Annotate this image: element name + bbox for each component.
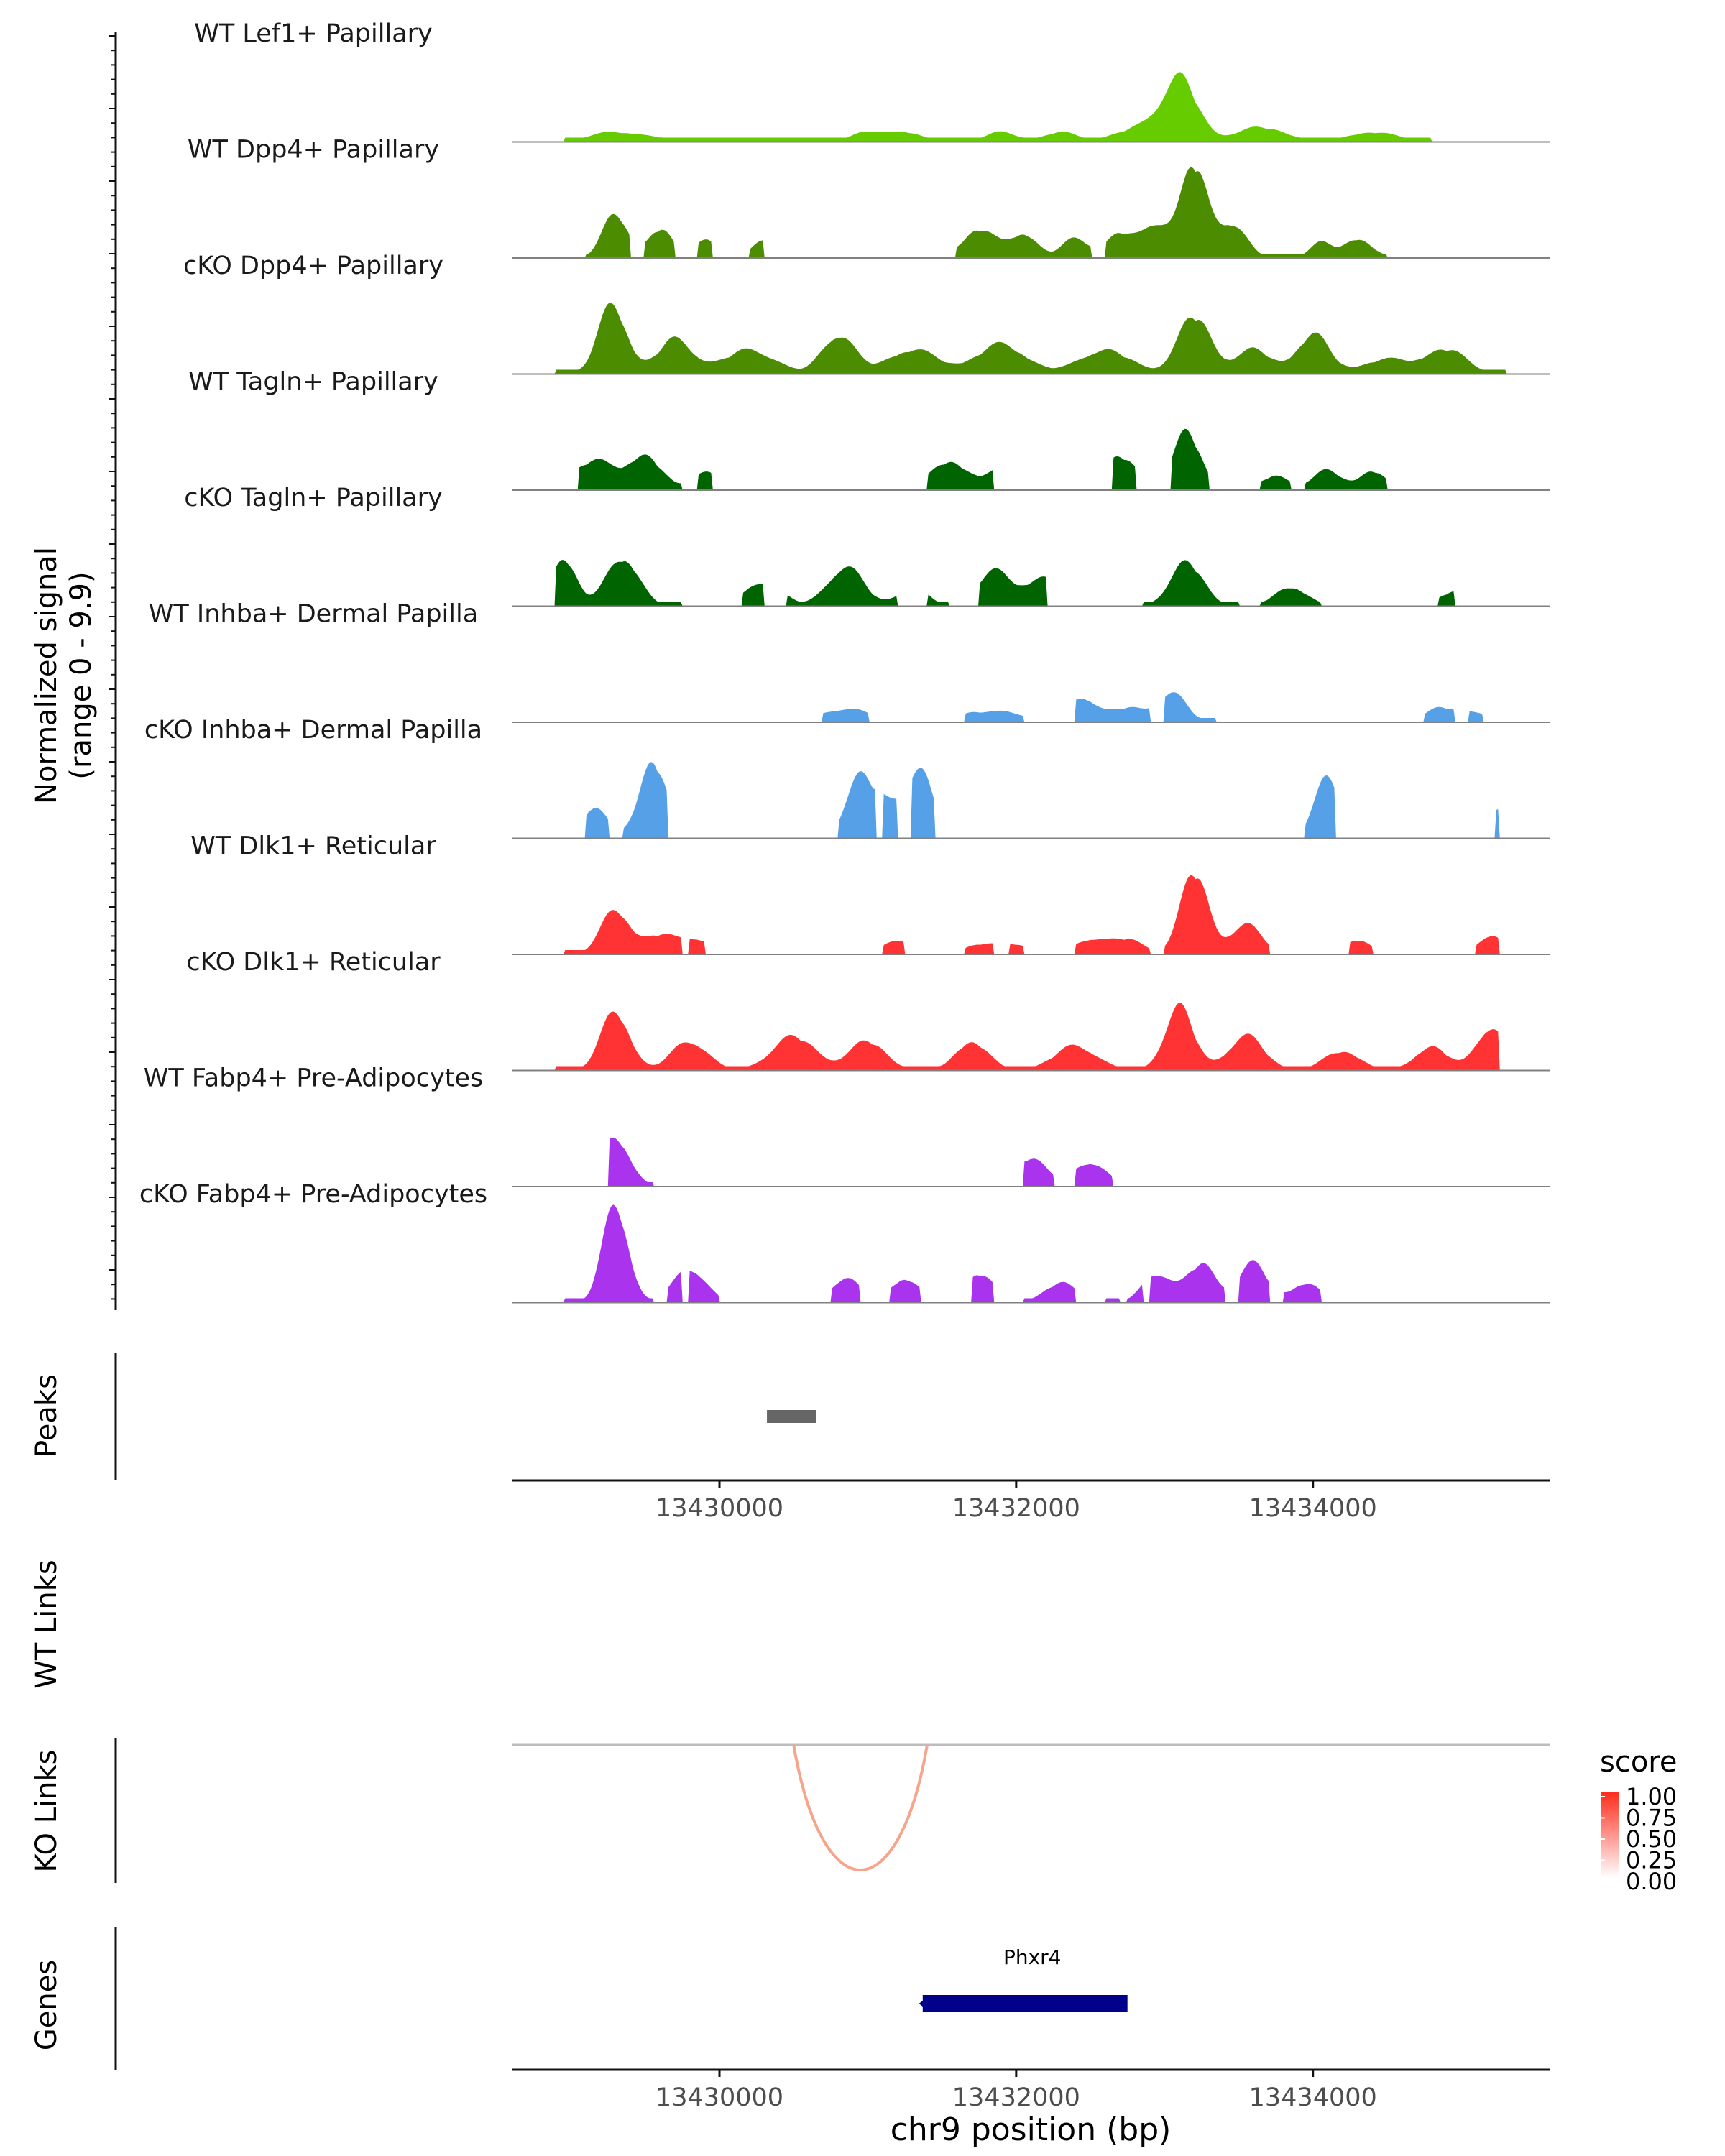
coverage-area — [512, 167, 1550, 258]
peak-regions — [767, 1410, 816, 1423]
legend-colorbar — [1601, 1792, 1619, 1878]
coverage-track: WT Inhba+ Dermal Papilla — [149, 600, 1550, 723]
gene-name: Phxr4 — [1003, 1945, 1062, 1969]
track-label: cKO Fabp4+ Pre-Adipocytes — [139, 1180, 487, 1209]
x-tick-label: 13432000 — [952, 1494, 1080, 1523]
coverage-track: cKO Fabp4+ Pre-Adipocytes — [139, 1180, 1550, 1304]
legend-tick-label: 0.25 — [1626, 1847, 1677, 1874]
coverage-tracks: WT Lef1+ Papillary WT Dpp4+ Papillary cKO … — [139, 19, 1550, 1304]
coverage-track: cKO Dpp4+ Papillary — [183, 252, 1550, 375]
track-label: cKO Inhba+ Dermal Papilla — [144, 716, 482, 745]
track-label: WT Tagln+ Papillary — [188, 368, 438, 397]
coverage-track: cKO Tagln+ Papillary — [184, 484, 1550, 607]
coverage-area — [512, 1204, 1550, 1303]
coverage-area — [512, 428, 1550, 490]
track-label: WT Fabp4+ Pre-Adipocytes — [144, 1064, 483, 1093]
score-legend: score 1.000.750.500.250.00 — [1600, 1746, 1677, 1895]
coverage-y-ticks — [109, 35, 116, 1300]
x-tick-label: 13432000 — [952, 2083, 1080, 2112]
coverage-track: WT Dpp4+ Papillary — [188, 136, 1550, 259]
peak-region — [767, 1410, 816, 1423]
track-label: WT Dpp4+ Papillary — [188, 136, 439, 165]
coverage-track: WT Dlk1+ Reticular — [190, 832, 1550, 955]
coverage-area — [512, 875, 1550, 954]
peaks-label: Peaks — [30, 1374, 63, 1457]
coverage-area — [512, 762, 1550, 839]
x-tick-label: 13434000 — [1249, 2083, 1377, 2112]
x-tick-label: 13430000 — [656, 1494, 783, 1523]
coverage-area — [512, 1003, 1550, 1071]
ko-links-panel: KO Links — [30, 1738, 1550, 1883]
wt-links-panel: WT Links — [30, 1560, 63, 1688]
wt-links-label: WT Links — [30, 1560, 63, 1688]
x-axis-title: chr9 position (bp) — [891, 2111, 1172, 2148]
gene-model: Phxr4 — [919, 1945, 1128, 2012]
strand-arrow-icon — [919, 1996, 932, 2012]
legend-tick-label: 0.75 — [1626, 1805, 1677, 1832]
track-label: WT Dlk1+ Reticular — [190, 832, 436, 861]
track-label: WT Lef1+ Papillary — [194, 19, 433, 48]
ko-link-arc — [792, 1744, 929, 1871]
genes-x-ticks: 13430000 13432000 13434000 — [656, 2070, 1377, 2112]
x-tick-label: 13434000 — [1249, 1494, 1377, 1523]
legend-tick-label: 0.50 — [1626, 1825, 1677, 1853]
track-label: cKO Tagln+ Papillary — [184, 484, 443, 512]
coverage-track: WT Tagln+ Papillary — [188, 368, 1550, 491]
coverage-area — [512, 560, 1550, 607]
coverage-track: cKO Dlk1+ Reticular — [186, 948, 1550, 1072]
track-label: WT Inhba+ Dermal Papilla — [149, 600, 478, 629]
ko-links-label: KO Links — [30, 1750, 63, 1873]
coverage-track: cKO Inhba+ Dermal Papilla — [144, 716, 1550, 839]
genes-panel: Genes Phxr4 13430000 13432000 13434000 chr… — [30, 1927, 1550, 2148]
genes-label: Genes — [30, 1960, 63, 2050]
legend-title: score — [1600, 1746, 1677, 1779]
legend-tick-label: 1.00 — [1626, 1783, 1677, 1810]
coverage-track: WT Fabp4+ Pre-Adipocytes — [144, 1064, 1550, 1187]
track-label: cKO Dpp4+ Papillary — [183, 252, 443, 280]
y-axis-title: Normalized signal — [30, 547, 63, 804]
coverage-area — [512, 303, 1550, 374]
track-label: cKO Dlk1+ Reticular — [186, 948, 441, 977]
coverage-track: WT Lef1+ Papillary — [194, 19, 1550, 143]
coverage-panel: WT Lef1+ Papillary WT Dpp4+ Papillary cKO … — [30, 19, 1550, 1310]
gene-body — [922, 1995, 1128, 2012]
legend-ticks: 1.000.750.500.250.00 — [1601, 1783, 1677, 1895]
coverage-area — [512, 72, 1550, 142]
gene-models: Phxr4 — [919, 1945, 1128, 2012]
peaks-panel: Peaks 13430000 13432000 13434000 — [30, 1353, 1550, 1523]
peaks-x-ticks: 13430000 13432000 13434000 — [656, 1480, 1377, 1523]
legend-tick-label: 0.00 — [1626, 1868, 1677, 1895]
y-axis-range: (range 0 - 9.9) — [65, 571, 98, 779]
ko-link-arcs — [792, 1744, 929, 1871]
coverage-area — [512, 692, 1550, 722]
x-tick-label: 13430000 — [656, 2083, 783, 2112]
coverage-area — [512, 1137, 1550, 1187]
